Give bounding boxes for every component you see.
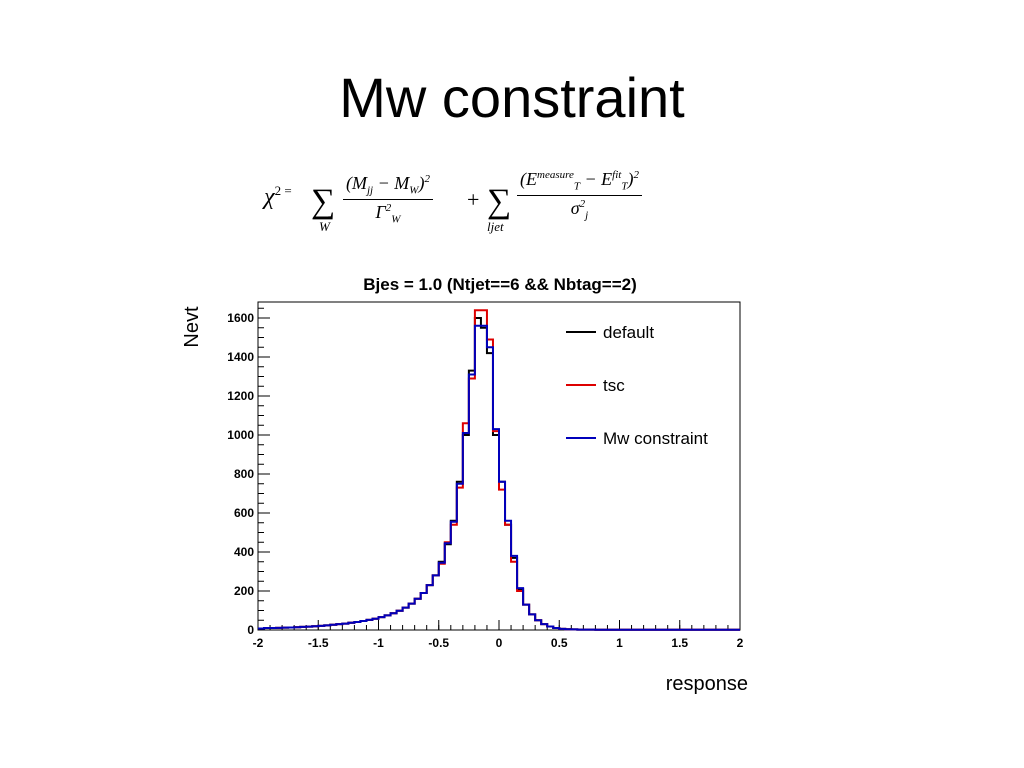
x-tick-label: -2 — [253, 636, 264, 650]
sum-symbol-2: ∑ — [487, 183, 512, 220]
sum2-subscript: ljet — [487, 219, 504, 234]
x-tick-label: 1 — [616, 636, 623, 650]
x-tick-label: 0 — [496, 636, 503, 650]
x-axis-label: response — [666, 673, 748, 695]
y-tick-label: 600 — [234, 506, 254, 520]
x-tick-label: -0.5 — [428, 636, 449, 650]
y-axis-label: Nevt — [181, 306, 203, 348]
y-tick-label: 1400 — [227, 350, 254, 364]
legend: default tsc Mw constraint — [566, 323, 708, 448]
series-lines — [258, 309, 740, 631]
sum-symbol: ∑ — [311, 183, 336, 220]
y-tick-label: 1600 — [227, 311, 254, 325]
y-tick-label: 400 — [234, 545, 254, 559]
slide-title: Mw constraint — [339, 66, 685, 129]
formula-lhs: χ2 = — [264, 183, 292, 210]
axes: -2 -1.5 -1 -0.5 0 0.5 1 1.5 2 0 200 400 600 800 1000 12… — [227, 307, 744, 650]
fraction-mass-denominator: Γ2W — [375, 201, 401, 226]
x-tick-label: 1.5 — [671, 636, 688, 650]
x-tick-label: -1 — [373, 636, 384, 650]
y-tick-label: 200 — [234, 584, 254, 598]
fraction-energy-numerator: (EmeasureT − EfitT)2 — [517, 169, 642, 196]
y-tick-label: 0 — [247, 623, 254, 637]
x-tick-label: 2 — [737, 636, 744, 650]
legend-label: Mw constraint — [603, 429, 708, 448]
series-line-mw-constraint — [258, 324, 740, 631]
sum1-subscript: W — [319, 219, 330, 234]
plus-sign: + — [467, 187, 480, 212]
legend-label: tsc — [603, 376, 625, 395]
chart-title: Bjes = 1.0 (Ntjet==6 && Nbtag==2) — [363, 275, 637, 294]
fraction-energy-denominator: σ2j — [570, 197, 589, 222]
legend-label: default — [603, 323, 654, 342]
y-tick-label: 800 — [234, 467, 254, 481]
fraction-mass-numerator: (Mjj − MW)2 — [343, 173, 433, 200]
x-tick-label: 0.5 — [551, 636, 568, 650]
y-tick-label: 1000 — [227, 428, 254, 442]
y-tick-label: 1200 — [227, 389, 254, 403]
fraction-energy-term: (EmeasureT − EfitT)2 σ2j — [517, 169, 642, 221]
chi-square-formula: χ2 = ∑ W (Mjj − MW)2 Γ2W + ∑ ljet (Emeas… — [255, 163, 695, 243]
fraction-mass-term: (Mjj − MW)2 Γ2W — [343, 173, 433, 225]
x-tick-label: -1.5 — [308, 636, 329, 650]
